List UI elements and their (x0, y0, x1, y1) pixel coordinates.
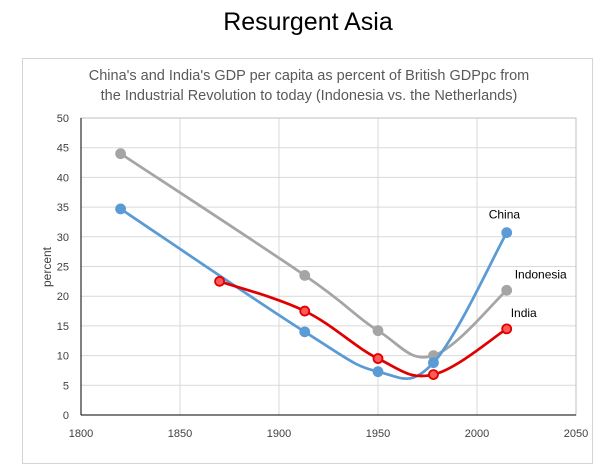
x-tick-label: 1900 (267, 428, 291, 440)
y-tick-label: 35 (57, 202, 69, 214)
y-tick-label: 25 (57, 262, 69, 274)
gridlines (80, 117, 577, 416)
x-tick-label: 2000 (465, 428, 489, 440)
y-tick-label: 5 (63, 380, 69, 392)
y-tick-label: 30 (57, 232, 69, 244)
data-point-india (501, 323, 513, 335)
data-point-india (214, 275, 226, 287)
series-label-indonesia: Indonesia (515, 267, 567, 281)
x-tick-label: 1850 (168, 428, 192, 440)
data-point-indonesia (372, 325, 384, 337)
data-point-china (372, 366, 384, 378)
chart-title: China's and India's GDP per capita as pe… (89, 68, 529, 84)
series-line-indonesia (119, 152, 508, 359)
data-point-india (372, 353, 384, 364)
data-point-china (115, 203, 126, 215)
y-tick-label: 15 (57, 321, 69, 333)
y-tick-label: 20 (57, 291, 69, 303)
y-tick-label: 10 (57, 351, 69, 363)
data-point-india (428, 369, 439, 381)
series-label-china: China (489, 208, 521, 222)
y-tick-label: 0 (63, 410, 69, 422)
data-point-indonesia (501, 284, 513, 296)
series-label-india: India (511, 306, 537, 320)
tick-labels: 0 5 10 15 20 25 30 35 40 45 50 1800 1850 1900 1950 2000… (57, 113, 588, 440)
data-point-indonesia (299, 270, 311, 281)
data-point-indonesia (115, 148, 126, 160)
chart-frame (22, 58, 593, 464)
x-tick-label: 1950 (366, 428, 390, 440)
x-tick-label: 1800 (69, 428, 93, 440)
chart-subtitle: the Industrial Revolution to today (Indo… (101, 88, 518, 104)
y-tick-label: 50 (57, 113, 69, 125)
page-title: Resurgent Asia (223, 8, 393, 36)
series-line-china (119, 207, 508, 380)
series-labels: Indonesia China India (489, 208, 567, 320)
y-tick-label: 40 (57, 172, 69, 184)
data-point-china (299, 326, 311, 338)
data-point-india (299, 305, 311, 317)
x-tick-label: 2050 (564, 428, 588, 440)
data-point-china (501, 227, 513, 239)
y-axis-label: percent (40, 246, 54, 287)
series-line-india (219, 280, 508, 378)
series-group (115, 148, 513, 381)
data-point-china (428, 357, 439, 369)
y-tick-label: 45 (57, 143, 69, 155)
